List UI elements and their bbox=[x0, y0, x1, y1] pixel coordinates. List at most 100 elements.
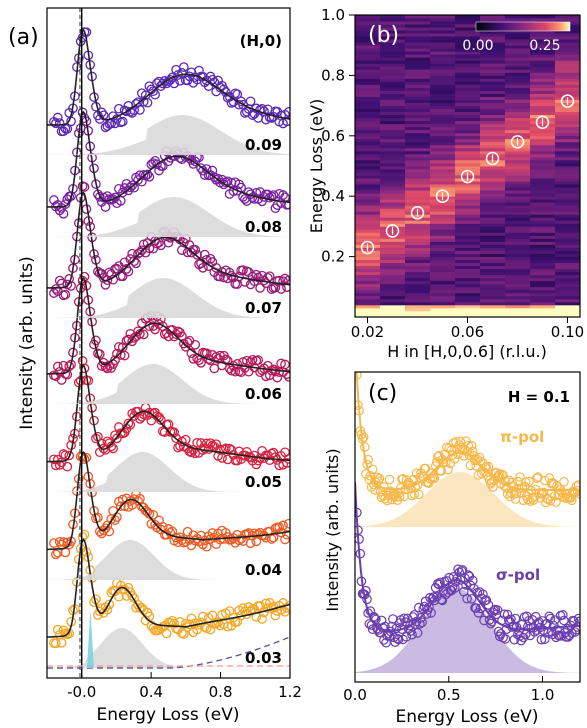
series-0.09: 0.09 bbox=[47, 27, 290, 155]
heatmap-cell bbox=[355, 187, 381, 191]
panel-b-ytick-label: 0.8 bbox=[321, 66, 345, 84]
heatmap-cell bbox=[530, 286, 556, 291]
heatmap-cell bbox=[555, 286, 580, 291]
heatmap-cell bbox=[480, 295, 506, 300]
data-point bbox=[483, 600, 494, 610]
heatmap-cell bbox=[355, 184, 381, 188]
heatmap-cell bbox=[380, 283, 406, 288]
heatmap-cell bbox=[480, 117, 506, 122]
heatmap-cell bbox=[405, 181, 431, 185]
heatmap-cell bbox=[455, 184, 481, 188]
heatmap-cell bbox=[505, 96, 531, 100]
data-point bbox=[362, 594, 372, 605]
data-point bbox=[232, 89, 243, 100]
heatmap-cell bbox=[530, 87, 556, 91]
heatmap-cell bbox=[430, 265, 456, 270]
heatmap-cell bbox=[405, 202, 431, 206]
heatmap-cell bbox=[455, 60, 481, 64]
data-point bbox=[424, 602, 434, 612]
heatmap-cell bbox=[555, 304, 580, 309]
data-point bbox=[157, 78, 168, 89]
data-point bbox=[169, 78, 180, 89]
heatmap-cell bbox=[430, 90, 456, 94]
heatmap-cell bbox=[355, 220, 381, 224]
heatmap-cell bbox=[355, 42, 381, 46]
data-point bbox=[541, 497, 551, 508]
heatmap-cell bbox=[455, 295, 481, 300]
heatmap-cell bbox=[505, 39, 531, 43]
heatmap-cell bbox=[455, 256, 481, 260]
heatmap-cell bbox=[430, 268, 456, 273]
heatmap-cell bbox=[380, 108, 406, 112]
heatmap-cell bbox=[405, 153, 431, 158]
data-point bbox=[127, 591, 138, 601]
heatmap-cell bbox=[555, 187, 580, 191]
heatmap-cell bbox=[505, 217, 531, 221]
heatmap-cell bbox=[505, 54, 531, 58]
heatmap-cell bbox=[530, 187, 556, 191]
heatmap-cell bbox=[430, 271, 456, 276]
heatmap-cell bbox=[480, 172, 506, 176]
heatmap-cell bbox=[430, 202, 456, 206]
heatmap-cell bbox=[380, 187, 406, 191]
data-point bbox=[454, 567, 465, 578]
heatmap-cell bbox=[480, 36, 506, 40]
data-point bbox=[264, 271, 275, 282]
heatmap-cell bbox=[455, 193, 481, 197]
data-point bbox=[500, 634, 511, 644]
heatmap-cell bbox=[480, 208, 506, 212]
heatmap-cell bbox=[555, 117, 580, 122]
heatmap-cell bbox=[430, 250, 456, 254]
heatmap-cell bbox=[555, 45, 580, 49]
heatmap-cell bbox=[430, 51, 456, 55]
heatmap-cell bbox=[430, 314, 456, 317]
heatmap-cell bbox=[355, 208, 381, 212]
heatmap-cell bbox=[430, 111, 456, 115]
heatmap-cell bbox=[530, 18, 556, 22]
data-point bbox=[119, 350, 130, 361]
heatmap-cell bbox=[355, 51, 381, 55]
heatmap-cell bbox=[555, 311, 580, 315]
heatmap-cell bbox=[405, 241, 431, 245]
heatmap-cell bbox=[355, 289, 381, 294]
heatmap-cell bbox=[380, 99, 406, 103]
data-point bbox=[257, 614, 267, 624]
heatmap-cell bbox=[530, 274, 556, 279]
heatmap-cell bbox=[480, 48, 506, 52]
data-point bbox=[428, 472, 439, 482]
heatmap-cell bbox=[355, 202, 381, 206]
heatmap-cell bbox=[380, 57, 406, 61]
heatmap-cell bbox=[430, 66, 456, 70]
heatmap-cell bbox=[455, 199, 481, 203]
data-point bbox=[272, 372, 283, 383]
heatmap-cell bbox=[430, 247, 456, 251]
heatmap-cell bbox=[380, 150, 406, 155]
heatmap-cell bbox=[405, 286, 431, 291]
heatmap-cell bbox=[555, 51, 580, 55]
data-point bbox=[283, 454, 290, 464]
heatmap-cell bbox=[405, 235, 431, 239]
heatmap-cell bbox=[555, 30, 580, 34]
heatmap-cell bbox=[355, 30, 381, 34]
fit-line bbox=[47, 191, 290, 289]
fit-line bbox=[47, 451, 290, 551]
heatmap-cell bbox=[530, 166, 556, 170]
heatmap-cell bbox=[405, 229, 431, 233]
panel-b-ytick-label: 0.2 bbox=[321, 248, 345, 266]
heatmap-cell bbox=[430, 36, 456, 40]
heatmap-cell bbox=[480, 60, 506, 64]
heatmap-cell bbox=[505, 301, 531, 306]
data-point bbox=[94, 349, 105, 359]
heatmap-cell bbox=[405, 69, 431, 73]
heatmap-cell bbox=[455, 205, 481, 209]
heatmap-cell bbox=[405, 93, 431, 97]
heatmap-cell bbox=[405, 90, 431, 94]
heatmap-cell bbox=[430, 138, 456, 143]
heatmap-cell bbox=[455, 241, 481, 245]
heatmap-cell bbox=[555, 175, 580, 179]
heatmap-cell bbox=[505, 184, 531, 188]
heatmap-cell bbox=[380, 184, 406, 188]
heatmap-cell bbox=[555, 54, 580, 58]
series-label-sigma-pol: σ-pol bbox=[496, 566, 540, 584]
heatmap-cell bbox=[355, 132, 381, 137]
